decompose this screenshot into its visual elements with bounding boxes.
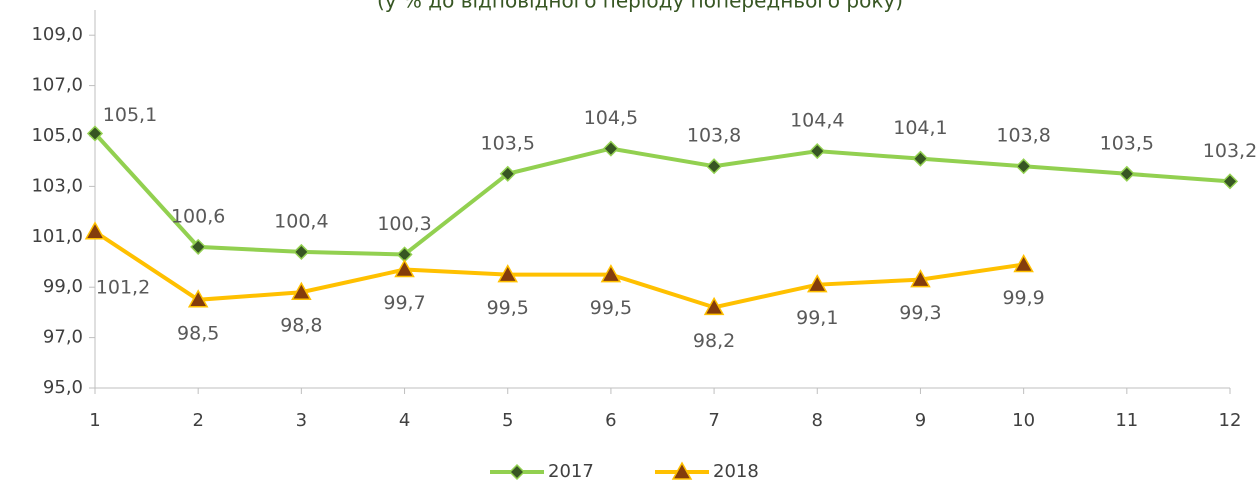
- data-label: 99,1: [796, 307, 838, 329]
- point: [910, 269, 931, 288]
- x-tick-label: 9: [915, 410, 926, 431]
- data-label: 105,1: [103, 104, 157, 126]
- point: [602, 140, 619, 157]
- point: [1221, 173, 1239, 190]
- legend-marker: [671, 461, 693, 480]
- data-label: 98,5: [177, 322, 219, 344]
- point: [809, 143, 826, 160]
- data-label: 99,9: [1002, 287, 1044, 309]
- data-label: 98,8: [280, 315, 322, 337]
- point: [291, 281, 312, 300]
- x-tick-label: 10: [1012, 410, 1035, 431]
- point: [1013, 253, 1034, 273]
- point: [703, 296, 725, 316]
- point: [1118, 165, 1135, 182]
- point: [499, 165, 516, 182]
- x-tick-label: 2: [192, 410, 203, 431]
- y-tick-label: 103,0: [31, 175, 83, 196]
- point: [190, 238, 207, 255]
- point: [912, 150, 929, 167]
- point: [86, 125, 104, 142]
- x-tick-label: 7: [708, 410, 719, 431]
- data-label: 103,8: [996, 125, 1050, 147]
- y-tick-label: 95,0: [43, 377, 83, 398]
- x-tick-label: 3: [296, 410, 307, 431]
- x-tick-label: 4: [399, 410, 410, 431]
- x-tick-label: 12: [1219, 410, 1242, 431]
- point: [706, 158, 723, 175]
- data-label: 99,5: [487, 297, 529, 319]
- x-tick-label: 11: [1115, 410, 1138, 431]
- y-tick-label: 105,0: [31, 125, 83, 146]
- point: [293, 243, 310, 260]
- point: [394, 259, 415, 278]
- point: [1015, 158, 1032, 175]
- series-line: [93, 230, 1024, 310]
- legend-label: 2017: [548, 461, 594, 482]
- data-label: 99,5: [590, 297, 632, 319]
- data-label: 104,1: [893, 117, 947, 139]
- x-tick-label: 1: [89, 410, 100, 431]
- data-label: 99,3: [899, 302, 941, 324]
- legend-label: 2018: [713, 461, 759, 482]
- point: [84, 221, 106, 240]
- data-label: 98,2: [693, 330, 735, 352]
- data-label: 103,5: [481, 132, 535, 154]
- data-label: 99,7: [383, 292, 425, 314]
- x-tick-label: 8: [812, 410, 823, 431]
- y-tick-label: 101,0: [31, 226, 83, 247]
- y-tick-label: 107,0: [31, 75, 83, 96]
- point: [497, 264, 519, 283]
- data-label: 103,8: [687, 125, 741, 147]
- data-label: 103,2: [1203, 140, 1257, 162]
- data-label: 100,3: [377, 213, 431, 235]
- data-label: 100,4: [274, 210, 328, 232]
- y-tick-label: 99,0: [43, 276, 83, 297]
- data-label: 104,4: [790, 110, 844, 132]
- x-tick-label: 5: [502, 410, 513, 431]
- chart-subtitle: (у % до відповідного періоду попередньог…: [377, 0, 903, 13]
- legend-marker: [508, 463, 526, 481]
- data-label: 103,5: [1100, 132, 1154, 154]
- y-tick-label: 109,0: [31, 24, 83, 45]
- y-tick-label: 97,0: [43, 327, 83, 348]
- series-line: [93, 132, 1231, 257]
- x-tick-label: 6: [605, 410, 616, 431]
- point: [600, 264, 622, 283]
- data-label: 104,5: [584, 107, 638, 129]
- point: [187, 289, 209, 308]
- data-label: 101,2: [96, 276, 150, 298]
- point: [806, 274, 828, 293]
- data-label: 100,6: [171, 205, 225, 227]
